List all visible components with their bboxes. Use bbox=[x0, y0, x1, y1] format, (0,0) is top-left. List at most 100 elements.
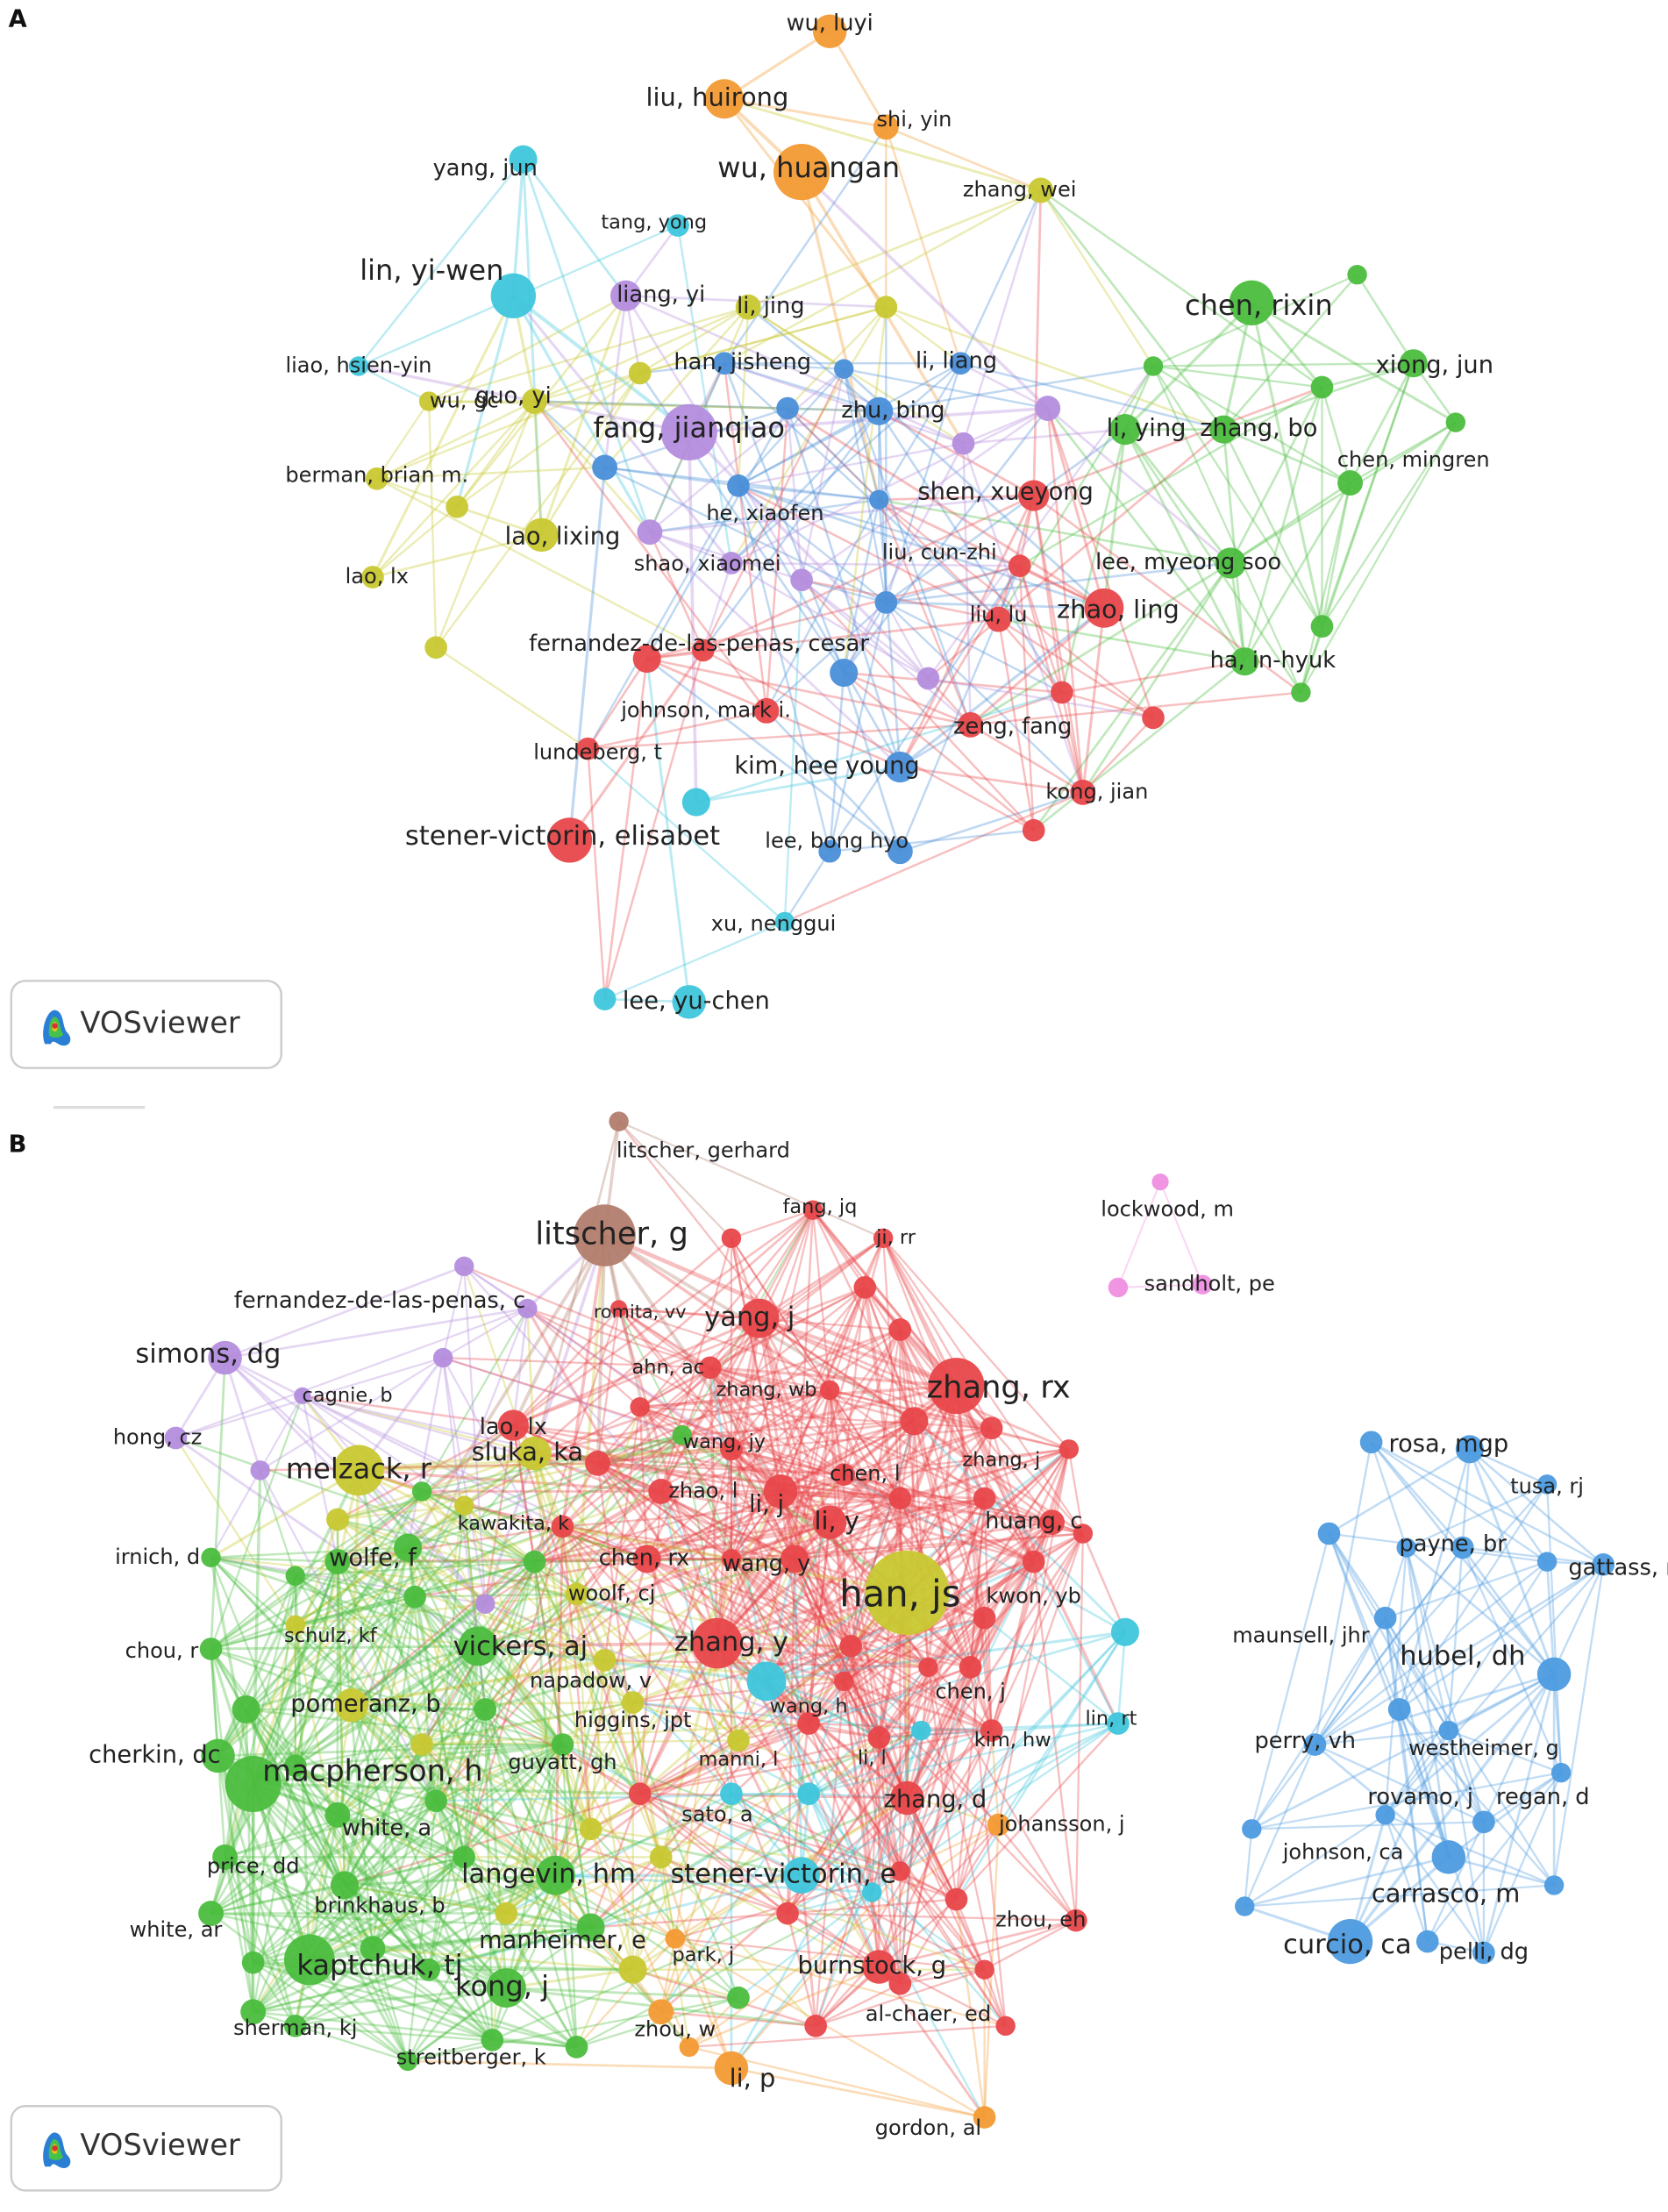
node bbox=[865, 1550, 950, 1635]
edge bbox=[351, 1602, 487, 1707]
node bbox=[672, 985, 707, 1019]
edge bbox=[295, 1490, 662, 1626]
edge bbox=[210, 1595, 416, 1651]
edge bbox=[252, 1595, 417, 1786]
node bbox=[334, 1688, 369, 1723]
edge bbox=[738, 484, 1000, 621]
edge bbox=[997, 618, 1035, 831]
divider bbox=[53, 1106, 146, 1110]
edge bbox=[1222, 429, 1246, 662]
edge bbox=[421, 1434, 683, 1493]
node-label: kong, j bbox=[455, 1970, 549, 2003]
edge bbox=[210, 1574, 296, 1650]
edge bbox=[815, 1680, 845, 2026]
edge bbox=[210, 1743, 564, 1915]
edge bbox=[533, 1452, 795, 1560]
edge bbox=[660, 1419, 915, 1493]
edge bbox=[843, 367, 1048, 410]
edge bbox=[596, 1462, 795, 1560]
node bbox=[592, 454, 618, 481]
edge bbox=[962, 443, 972, 725]
edge bbox=[766, 601, 887, 712]
node-label: zhou, eh bbox=[995, 1908, 1086, 1932]
logo-icon bbox=[43, 1010, 71, 1046]
edge bbox=[899, 1329, 972, 1668]
edge bbox=[337, 1560, 416, 1598]
node-label: burnstock, g bbox=[798, 1952, 947, 1980]
figure-chrome: A B VOSviewer VOSviewer bbox=[9, 5, 282, 2192]
edge bbox=[336, 1561, 346, 1886]
edge bbox=[422, 1739, 738, 1746]
edge bbox=[336, 1560, 557, 1877]
node-label: lee, yu-chen bbox=[623, 988, 770, 1015]
edge bbox=[302, 1395, 535, 1455]
edge bbox=[638, 1406, 852, 1647]
edge bbox=[295, 1623, 592, 1830]
edge bbox=[731, 1448, 1052, 1523]
edge bbox=[829, 1389, 986, 1500]
edge bbox=[801, 579, 1035, 831]
node bbox=[720, 1782, 743, 1806]
edge bbox=[358, 365, 430, 403]
edge bbox=[899, 1329, 916, 1422]
node bbox=[918, 1657, 938, 1678]
edge bbox=[617, 1308, 845, 1476]
edge bbox=[596, 1462, 845, 1682]
edge bbox=[308, 1709, 487, 1961]
node bbox=[446, 495, 469, 518]
node-label: rovamo, j bbox=[1367, 1784, 1473, 1810]
node bbox=[1143, 356, 1164, 376]
node bbox=[294, 1387, 311, 1404]
edge bbox=[963, 428, 1126, 445]
edge bbox=[747, 306, 880, 412]
edge bbox=[344, 1884, 578, 2048]
edge bbox=[561, 1286, 866, 1528]
node bbox=[987, 1813, 1010, 1837]
edge bbox=[1384, 1547, 1408, 1619]
edge bbox=[730, 1317, 761, 1450]
edge bbox=[793, 1389, 831, 1559]
node-label: sluka, ka bbox=[472, 1437, 583, 1466]
node-label: lao, lx bbox=[480, 1414, 547, 1440]
edge bbox=[477, 1645, 564, 1746]
edge bbox=[787, 1722, 1119, 1915]
edge bbox=[844, 1448, 1069, 1476]
node bbox=[585, 1450, 611, 1476]
edge bbox=[456, 372, 641, 508]
edge bbox=[259, 1395, 303, 1471]
edge bbox=[1398, 1563, 1604, 1710]
edge bbox=[253, 1782, 465, 1859]
edge bbox=[962, 189, 1042, 445]
edge bbox=[210, 1648, 254, 2012]
node bbox=[1291, 682, 1311, 703]
edge bbox=[639, 305, 887, 375]
edge bbox=[428, 295, 627, 403]
edge bbox=[659, 1793, 733, 2013]
node bbox=[862, 1882, 882, 1902]
edge bbox=[596, 1209, 814, 1465]
node bbox=[593, 1649, 617, 1672]
edge bbox=[730, 1558, 810, 1724]
edge bbox=[631, 1739, 740, 1971]
edge bbox=[850, 1329, 902, 1647]
edge bbox=[659, 1491, 740, 1741]
edge bbox=[786, 1559, 796, 1914]
node bbox=[679, 2037, 700, 2058]
edge bbox=[414, 1560, 535, 1598]
node bbox=[1536, 1657, 1572, 1692]
logo-text: VOSviewer bbox=[80, 1005, 239, 1039]
edge bbox=[990, 1730, 1000, 1825]
edge bbox=[681, 1434, 732, 1559]
edge bbox=[731, 1427, 992, 1451]
edge bbox=[886, 565, 1021, 604]
edge bbox=[350, 1470, 360, 1706]
edge bbox=[224, 1356, 564, 1528]
edge bbox=[780, 1490, 1052, 1524]
edge bbox=[604, 466, 739, 487]
edge bbox=[413, 1596, 466, 1858]
edge bbox=[737, 485, 902, 768]
node-label: zhang, y bbox=[674, 1627, 788, 1658]
edge bbox=[808, 1645, 852, 1724]
edge bbox=[252, 1518, 339, 1785]
edge bbox=[504, 1874, 558, 1989]
